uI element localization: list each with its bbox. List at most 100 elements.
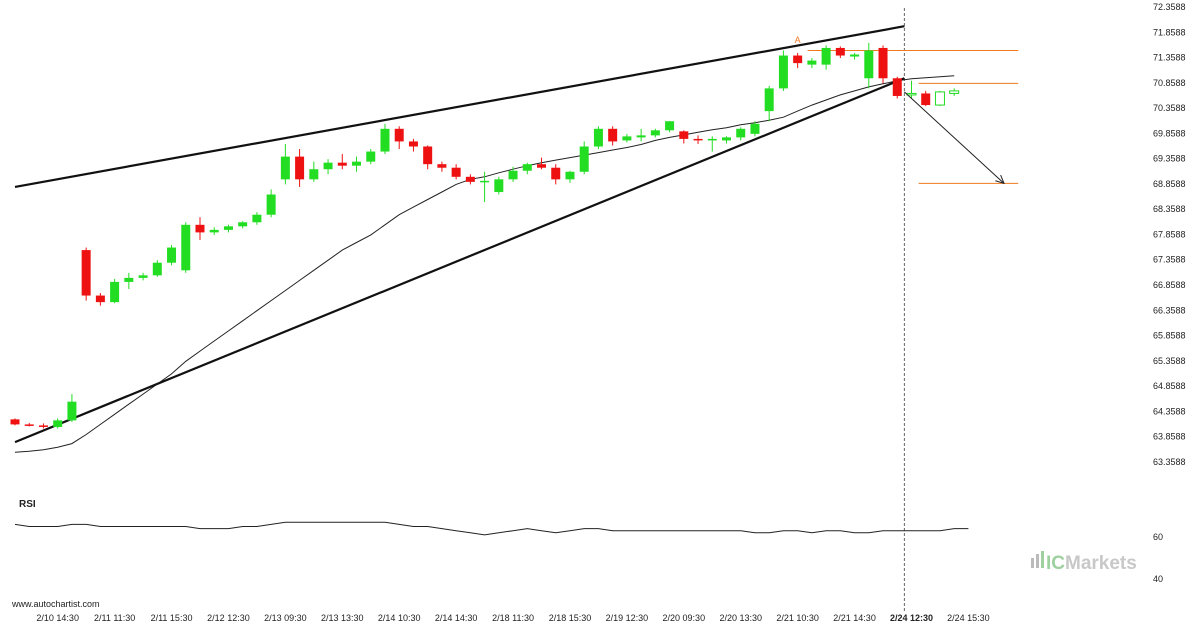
- price-tick-label: 69.8588: [1153, 128, 1186, 138]
- candle-body: [124, 277, 134, 282]
- price-tick-label: 68.3588: [1153, 204, 1186, 214]
- candlestick-series: A: [10, 35, 960, 429]
- rsi-panel: RSI 60 40: [14, 499, 1163, 584]
- candle: [309, 161, 319, 182]
- candle: [778, 50, 788, 91]
- candle-body: [209, 229, 219, 233]
- candle-body: [394, 128, 404, 142]
- candle: [181, 222, 191, 273]
- candle: [408, 138, 418, 152]
- candle-body: [309, 169, 319, 180]
- candle: [423, 145, 433, 170]
- candle: [266, 189, 276, 218]
- candle-body: [835, 47, 845, 56]
- pattern-marker: A: [795, 35, 801, 45]
- candle-body: [465, 176, 475, 182]
- candle-body: [921, 93, 931, 106]
- candle: [352, 156, 362, 172]
- rsi-tick-label: 40: [1153, 574, 1163, 584]
- candle: [95, 293, 105, 306]
- price-tick-label: 71.8588: [1153, 27, 1186, 37]
- candle: [579, 141, 589, 175]
- time-tick-label: 2/12 12:30: [207, 613, 250, 623]
- candle: [195, 217, 205, 240]
- time-tick-label: 2/20 13:30: [719, 613, 762, 623]
- candle: [394, 126, 404, 150]
- candle: [722, 136, 731, 144]
- time-tick-label: 2/14 14:30: [435, 613, 478, 623]
- brand-bar-1: [1031, 558, 1034, 568]
- candle-body: [793, 55, 803, 64]
- price-tick-label: 66.3588: [1153, 305, 1186, 315]
- rsi-tick-label: 60: [1153, 532, 1163, 542]
- brand-logo: ICMarkets: [1031, 551, 1137, 574]
- price-tick-label: 69.3588: [1153, 154, 1186, 164]
- candle-body: [67, 401, 77, 421]
- candle: [167, 245, 177, 266]
- candle: [337, 154, 347, 170]
- candle: [934, 90, 945, 107]
- time-tick-label: 2/11 11:30: [94, 613, 135, 623]
- brand-bar-2: [1036, 554, 1039, 568]
- candle: [565, 170, 575, 183]
- candle: [437, 161, 447, 172]
- candle-body: [707, 138, 717, 141]
- candle: [650, 128, 660, 138]
- candle: [764, 85, 774, 122]
- candle-body: [878, 47, 888, 79]
- candle-body: [167, 247, 177, 263]
- price-tick-label: 70.3588: [1153, 103, 1186, 113]
- candle: [323, 159, 333, 175]
- candle: [551, 164, 561, 185]
- candle-body: [949, 90, 960, 94]
- candle: [223, 224, 233, 233]
- candle: [380, 123, 390, 155]
- candle-body: [280, 156, 290, 180]
- candle: [707, 136, 717, 152]
- candle: [366, 149, 376, 165]
- candle-body: [423, 146, 433, 165]
- candle-body: [38, 425, 48, 427]
- candle: [280, 143, 290, 185]
- candle-body: [252, 214, 262, 223]
- candle: [949, 88, 960, 96]
- candle-body: [821, 47, 831, 65]
- time-tick-label: 2/13 13:30: [321, 613, 364, 623]
- time-tick-label: 2/20 09:30: [663, 613, 706, 623]
- candle-body: [636, 135, 646, 138]
- candle: [537, 157, 547, 170]
- candle: [835, 46, 845, 59]
- candle-body: [480, 180, 490, 183]
- candle-body: [864, 50, 874, 79]
- candle: [480, 171, 490, 203]
- candle: [465, 174, 475, 185]
- price-tick-label: 63.8588: [1153, 432, 1186, 442]
- candle-body: [494, 179, 504, 192]
- candle: [522, 162, 532, 175]
- candle: [209, 227, 219, 235]
- candle-body: [693, 138, 703, 141]
- candle-body: [437, 164, 447, 168]
- brand-text: ICMarkets: [1046, 553, 1137, 574]
- candle-body: [722, 137, 731, 141]
- candle-body: [736, 128, 746, 138]
- candle-body: [934, 91, 945, 106]
- time-tick-label: 2/14 10:30: [378, 613, 421, 623]
- support-trendline: [14, 77, 905, 444]
- candle-body: [508, 170, 518, 180]
- brand-name: Markets: [1065, 553, 1137, 574]
- time-tick-label: 2/13 09:30: [264, 613, 307, 623]
- price-tick-label: 70.8588: [1153, 78, 1186, 88]
- candle: [238, 221, 248, 229]
- brand-prefix: IC: [1046, 553, 1065, 574]
- candle: [81, 247, 91, 301]
- candle: [693, 135, 703, 144]
- candle-body: [451, 167, 461, 177]
- price-tick-label: 64.8588: [1153, 381, 1186, 391]
- candle: [494, 176, 504, 195]
- candle: [736, 127, 746, 141]
- candle: [451, 164, 461, 180]
- candle: [807, 58, 817, 69]
- candle: [850, 53, 860, 60]
